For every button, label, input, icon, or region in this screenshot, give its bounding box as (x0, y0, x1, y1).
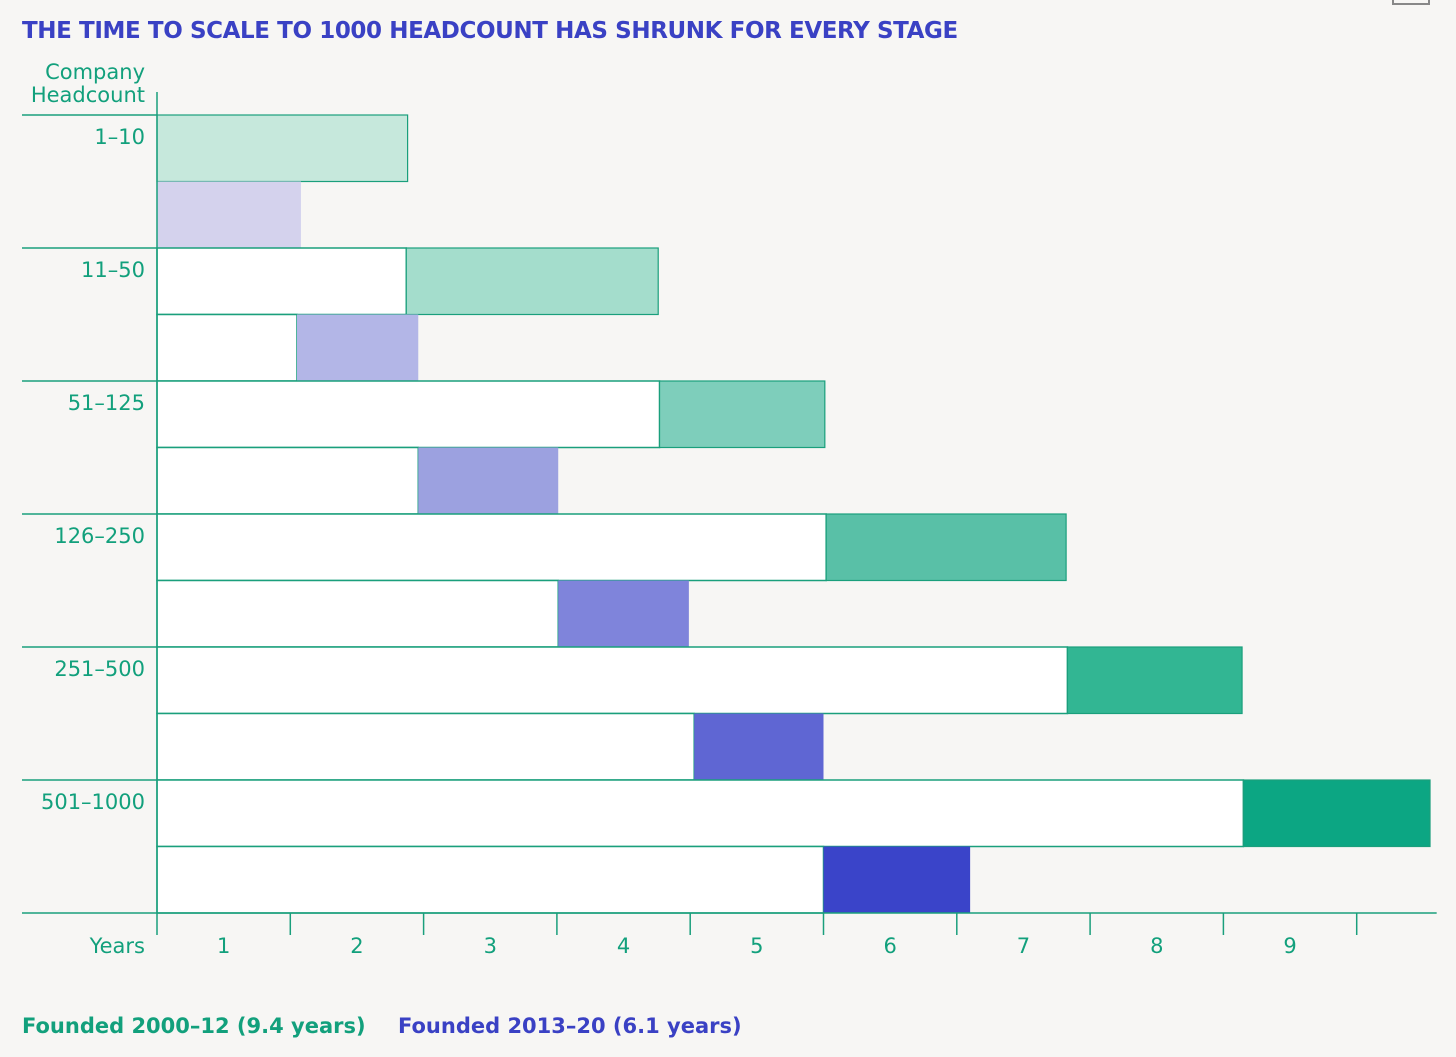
bar-2000-12 (825, 513, 1067, 582)
bar-2000-12 (1242, 779, 1431, 848)
x-tick-label: 5 (750, 934, 763, 958)
x-tick-label: 4 (617, 934, 630, 958)
bar-2000-12 (405, 247, 659, 316)
bar-2000-12 (658, 380, 826, 449)
corner-bracket-icon (1392, 0, 1430, 5)
bar-2013-20 (823, 846, 971, 913)
legend-item-2013-20: Founded 2013–20 (6.1 years) (398, 1014, 742, 1038)
category-label: 1–10 (94, 125, 145, 149)
bar-2013-20 (296, 314, 419, 381)
legend-item-2000-12: Founded 2000–12 (9.4 years) (22, 1014, 366, 1038)
stage-lead-in (156, 845, 825, 914)
stage-lead-in (156, 712, 695, 781)
category-label: 51–125 (68, 391, 145, 415)
bar-2000-12 (156, 114, 409, 183)
stage-lead-in (156, 446, 420, 515)
x-tick-label: 7 (1017, 934, 1030, 958)
stage-lead-in (156, 579, 559, 648)
x-tick-label: 6 (883, 934, 896, 958)
stage-lead-in (156, 380, 661, 449)
stage-lead-in (156, 646, 1069, 715)
category-label: 501–1000 (41, 790, 145, 814)
bar-2013-20 (558, 580, 689, 647)
bar-2013-20 (157, 181, 301, 248)
stage-lead-in (156, 247, 408, 316)
x-tick-label: 9 (1283, 934, 1296, 958)
x-tick-label: 1 (217, 934, 230, 958)
stage-lead-in (156, 513, 827, 582)
category-label: 11–50 (81, 258, 145, 282)
y-axis-label-line-1: Company (45, 60, 145, 84)
x-tick-label: 3 (484, 934, 497, 958)
x-axis-label: Years (89, 934, 145, 958)
bar-2013-20 (418, 447, 559, 514)
stage-lead-in (156, 313, 298, 382)
chart-title: THE TIME TO SCALE TO 1000 HEADCOUNT HAS … (22, 18, 958, 44)
stage-lead-in (156, 779, 1245, 848)
category-label: 126–250 (54, 524, 145, 548)
bar-2000-12 (1066, 646, 1243, 715)
category-label: 251–500 (54, 657, 145, 681)
x-tick-label: 8 (1150, 934, 1163, 958)
y-axis-label-line-2: Headcount (31, 83, 145, 107)
x-tick-label: 2 (350, 934, 363, 958)
bar-2013-20 (694, 713, 824, 780)
